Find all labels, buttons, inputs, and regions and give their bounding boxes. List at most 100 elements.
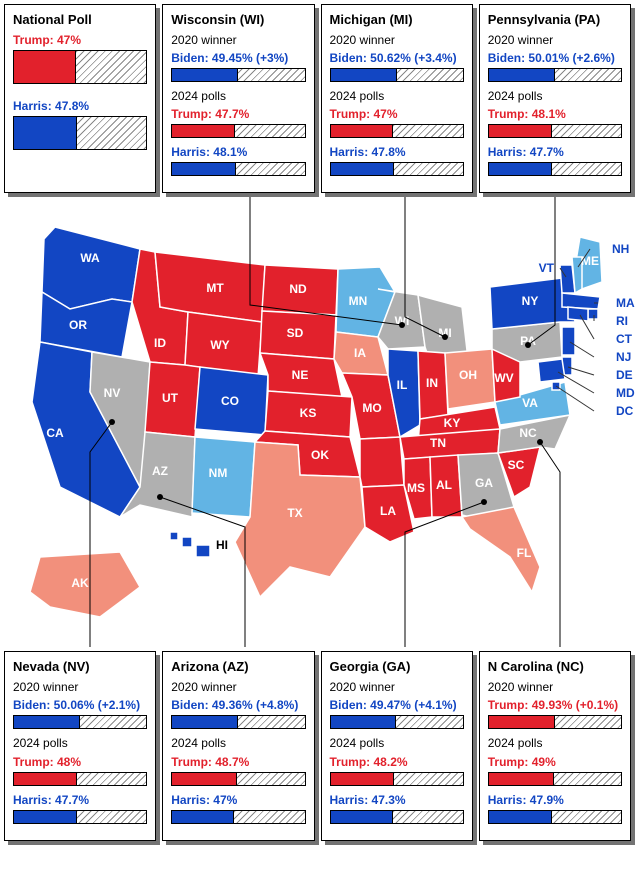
ne-label-MD: MD [616, 386, 635, 400]
state-label-WV: WV [494, 371, 513, 385]
state-label-VA: VA [522, 396, 538, 410]
state-label-HI: HI [216, 538, 228, 552]
state-label-LA: LA [380, 504, 396, 518]
bar-winner [13, 715, 147, 729]
state-label-WY: WY [210, 338, 229, 352]
state-label-NY: NY [522, 294, 539, 308]
bar-a [13, 772, 147, 786]
ne-label-NJ: NJ [616, 350, 631, 364]
ne-label-VT: VT [539, 261, 555, 275]
state-label-OK: OK [311, 448, 329, 462]
bar-trump [13, 50, 147, 84]
subhead-winner: 2020 winner [171, 32, 305, 48]
state-label-OR: OR [69, 318, 87, 332]
bar-harris [13, 116, 147, 150]
bar-b [171, 162, 305, 176]
stat-winner: Biden: 50.01% (+2.6%) [488, 50, 622, 66]
subhead-winner: 2020 winner [488, 679, 622, 695]
stat-a: Trump: 49% [488, 754, 622, 770]
stat-b: Harris: 47.3% [330, 792, 464, 808]
state-label-SC: SC [508, 458, 525, 472]
subhead-polls: 2024 polls [488, 88, 622, 104]
card-title: N Carolina (NC) [488, 658, 622, 676]
state-label-ID: ID [154, 336, 166, 350]
state-MD [538, 359, 565, 382]
card-title: Wisconsin (WI) [171, 11, 305, 29]
bar-b [330, 162, 464, 176]
bar-winner [171, 715, 305, 729]
ne-label-DC: DC [616, 404, 634, 418]
card-title: National Poll [13, 11, 147, 29]
state-label-SD: SD [287, 326, 304, 340]
subhead-polls: 2024 polls [330, 735, 464, 751]
bar-winner [171, 68, 305, 82]
callout-line-bottom-3 [540, 442, 560, 647]
stat-a: Trump: 48% [13, 754, 147, 770]
state-label-AK: AK [71, 576, 89, 590]
state-label-CA: CA [46, 426, 64, 440]
state-label-NV: NV [104, 386, 121, 400]
card-title: Pennsylvania (PA) [488, 11, 622, 29]
stat-b: Harris: 47.7% [488, 144, 622, 160]
state-label-FL: FL [517, 546, 532, 560]
stat-a: Trump: 48.2% [330, 754, 464, 770]
bar-b [488, 810, 622, 824]
bar-winner [488, 715, 622, 729]
stat-a: Trump: 48.1% [488, 106, 622, 122]
ne-label-NH: NH [612, 242, 629, 256]
infographic-root: National Poll Trump: 47% Harris: 47.8% W… [0, 0, 635, 845]
state-label-TX: TX [287, 506, 302, 520]
stat-winner: Trump: 49.93% (+0.1%) [488, 697, 622, 713]
stat-b: Harris: 47.8% [330, 144, 464, 160]
subhead-winner: 2020 winner [330, 679, 464, 695]
ne-label-DE: DE [616, 368, 633, 382]
bar-a [488, 772, 622, 786]
bar-a [171, 772, 305, 786]
state-label-NM: NM [209, 466, 228, 480]
stat-winner: Biden: 49.45% (+3%) [171, 50, 305, 66]
state-WA [42, 227, 140, 309]
stat-b: Harris: 47.7% [13, 792, 147, 808]
bar-b [330, 810, 464, 824]
card-title: Michigan (MI) [330, 11, 464, 29]
stat-a: Trump: 47% [330, 106, 464, 122]
state-label-KY: KY [444, 416, 461, 430]
card-state: N Carolina (NC) 2020 winner Trump: 49.93… [479, 651, 631, 840]
stat-harris: Harris: 47.8% [13, 98, 147, 114]
card-title: Arizona (AZ) [171, 658, 305, 676]
state-CT [568, 307, 588, 321]
card-state: Pennsylvania (PA) 2020 winner Biden: 50.… [479, 4, 631, 193]
bar-a [171, 124, 305, 138]
stat-winner: Biden: 49.36% (+4.8%) [171, 697, 305, 713]
state-label-MO: MO [362, 401, 381, 415]
state-label-NE: NE [292, 368, 309, 382]
state-label-GA: GA [475, 476, 493, 490]
stat-winner: Biden: 50.06% (+2.1%) [13, 697, 147, 713]
state-AR [360, 437, 404, 487]
bar-a [488, 124, 622, 138]
callout-line-bottom-1 [160, 497, 245, 647]
ne-label-CT: CT [616, 332, 633, 346]
bar-a [330, 124, 464, 138]
state-label-AL: AL [436, 478, 452, 492]
state-label-ND: ND [289, 282, 307, 296]
subhead-winner: 2020 winner [330, 32, 464, 48]
state-label-OH: OH [459, 368, 477, 382]
stat-b: Harris: 47.9% [488, 792, 622, 808]
state-label-IL: IL [397, 378, 408, 392]
subhead-polls: 2024 polls [171, 88, 305, 104]
bar-b [488, 162, 622, 176]
subhead-polls: 2024 polls [13, 735, 147, 751]
us-map: WAORCANVIDMTWYUTCOAZNMNDSDNEKSOKTXMNIAMO… [0, 197, 635, 647]
ne-label-MA: MA [616, 296, 635, 310]
state-RI [588, 309, 598, 319]
top-card-row: National Poll Trump: 47% Harris: 47.8% W… [0, 0, 635, 197]
state-label-UT: UT [162, 391, 179, 405]
subhead-winner: 2020 winner [13, 679, 147, 695]
stat-trump: Trump: 47% [13, 32, 147, 48]
bar-winner [330, 715, 464, 729]
subhead-polls: 2024 polls [330, 88, 464, 104]
ne-label-RI: RI [616, 314, 628, 328]
subhead-polls: 2024 polls [488, 735, 622, 751]
state-label-ME: ME [581, 254, 599, 268]
